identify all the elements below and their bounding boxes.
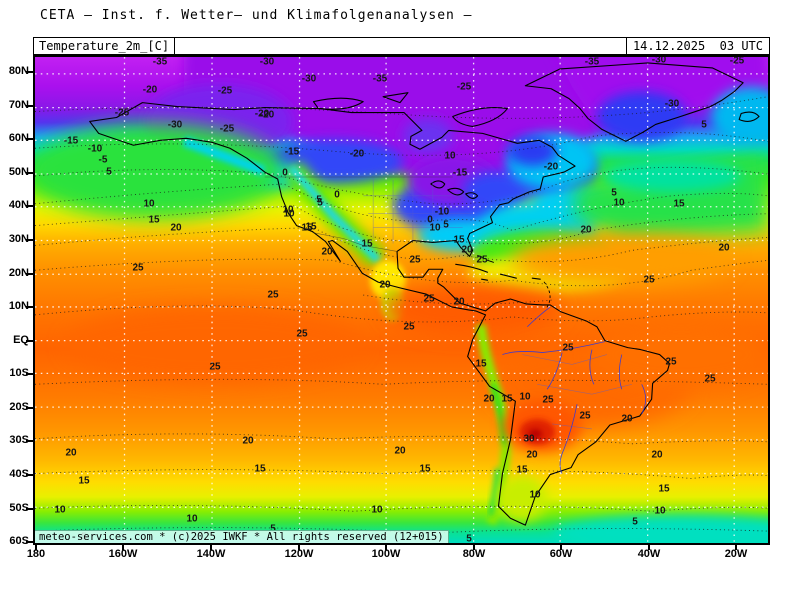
lon-axis-tick [473, 543, 475, 550]
lat-axis-tick [26, 340, 33, 342]
lat-axis-tick [26, 172, 33, 174]
lon-axis-tick [210, 543, 212, 550]
state-borders [363, 178, 632, 430]
map-datetime: 14.12.2025 03 UTC [625, 38, 769, 54]
lat-axis-label: 70N [8, 99, 29, 111]
lat-axis-label: 30S [9, 434, 29, 446]
lat-axis-tick [26, 306, 33, 308]
page-title: CETA — Inst. f. Wetter— und Klimafolgena… [40, 8, 473, 23]
temperature-map: -35 -30 -30 -35 -35 -30 -25 -30 -20 -25 -25 -30 -25-… [33, 55, 770, 545]
title-bar: Temperature_2m_[C] 14.12.2025 03 UTC [33, 37, 770, 55]
lat-axis-tick [26, 474, 33, 476]
lon-axis-tick [35, 543, 37, 550]
lat-axis-label: 20N [8, 267, 29, 279]
lat-axis-tick [26, 138, 33, 140]
lat-axis-tick [26, 373, 33, 375]
lat-axis-tick [26, 71, 33, 73]
lon-axis-label: 60W [549, 548, 573, 560]
lon-axis-label: 40W [637, 548, 661, 560]
lat-axis-label: 50N [8, 166, 29, 178]
coastlines [89, 62, 760, 526]
lat-axis-tick [26, 205, 33, 207]
lon-axis-label: 120W [284, 548, 314, 560]
lat-axis-label: 40S [9, 468, 29, 480]
lat-axis-label: 60S [9, 535, 29, 547]
lat-axis-label: 10S [9, 367, 29, 379]
graticule-gridlines [35, 57, 768, 543]
lat-axis-label: 10N [8, 300, 29, 312]
temperature-anomaly-blobs [35, 57, 768, 543]
rivers [502, 306, 647, 474]
lon-axis-tick [560, 543, 562, 550]
lon-axis-tick [648, 543, 650, 550]
watermark: meteo-services.com * (c)2025 IWKF * All … [35, 530, 449, 543]
lon-axis-tick [298, 543, 300, 550]
lon-axis-tick [385, 543, 387, 550]
lat-axis-tick [26, 239, 33, 241]
lat-axis-label: 60N [8, 132, 29, 144]
lat-axis-tick [26, 440, 33, 442]
lon-axis-label: 100W [371, 548, 401, 560]
map-layer-title: Temperature_2m_[C] [34, 38, 176, 54]
country-borders [264, 176, 453, 252]
lon-axis-label: 140W [196, 548, 226, 560]
lat-axis-label: EQ [13, 334, 29, 346]
title-bar-spacer [175, 38, 626, 54]
lat-axis-label: 50S [9, 502, 29, 514]
lat-axis-label: 40N [8, 199, 29, 211]
lat-axis-tick [26, 273, 33, 275]
lat-axis-label: 20S [9, 401, 29, 413]
lat-axis-label: 30N [8, 233, 29, 245]
lon-axis-label: 80W [462, 548, 486, 560]
lat-axis-tick [26, 541, 33, 543]
lat-axis-tick [26, 105, 33, 107]
temperature-field-svg [35, 57, 768, 543]
lat-axis-tick [26, 508, 33, 510]
lat-axis-label: 80N [8, 65, 29, 77]
lon-axis-label: 20W [724, 548, 748, 560]
lat-axis-tick [26, 407, 33, 409]
lon-axis-tick [122, 543, 124, 550]
lon-axis-label: 180 [26, 548, 46, 560]
lon-axis-tick [735, 543, 737, 550]
lon-axis-label: 160W [108, 548, 138, 560]
